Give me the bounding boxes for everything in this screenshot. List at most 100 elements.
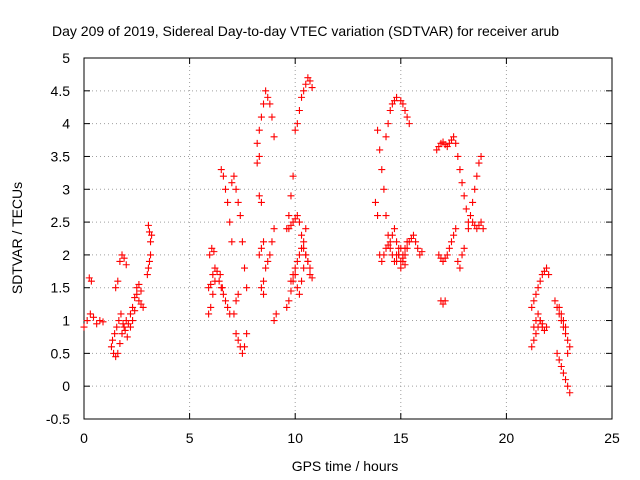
data-point xyxy=(264,257,272,265)
data-point xyxy=(224,198,232,206)
data-point xyxy=(528,343,536,351)
data-point xyxy=(306,264,314,272)
data-point xyxy=(414,244,422,252)
data-point xyxy=(298,244,306,252)
data-point xyxy=(386,238,394,246)
data-point xyxy=(300,87,308,95)
data-point xyxy=(114,349,122,357)
x-ticks: 0 5 10 15 20 25 xyxy=(80,58,620,446)
data-point xyxy=(532,290,540,298)
data-point xyxy=(403,244,411,252)
data-point xyxy=(99,318,107,326)
data-point xyxy=(268,238,276,246)
data-point xyxy=(302,225,310,233)
x-tick-label: 25 xyxy=(604,430,620,446)
data-point xyxy=(380,251,388,259)
data-point xyxy=(473,172,481,180)
data-point xyxy=(228,179,236,187)
data-point xyxy=(289,271,297,279)
data-point xyxy=(122,261,130,269)
data-point xyxy=(382,133,390,141)
data-point xyxy=(111,330,119,338)
data-point xyxy=(230,172,238,180)
data-point xyxy=(147,238,155,246)
data-point xyxy=(454,152,462,160)
data-point xyxy=(441,297,449,305)
data-point xyxy=(528,303,536,311)
data-point xyxy=(139,303,147,311)
data-point xyxy=(93,320,101,328)
data-point xyxy=(257,113,265,121)
data-point xyxy=(260,290,268,298)
data-point xyxy=(555,356,563,364)
data-point xyxy=(557,362,565,370)
data-point xyxy=(215,277,223,285)
data-point xyxy=(380,185,388,193)
data-point xyxy=(262,87,270,95)
data-point xyxy=(403,113,411,121)
data-point xyxy=(291,264,299,272)
data-point xyxy=(555,303,563,311)
x-tick-label: 20 xyxy=(499,430,515,446)
data-point xyxy=(118,330,126,338)
y-tick-label: 4 xyxy=(62,116,70,132)
data-point xyxy=(559,317,567,325)
data-point xyxy=(456,264,464,272)
data-point xyxy=(270,317,278,325)
data-point xyxy=(298,231,306,239)
data-point xyxy=(90,313,98,321)
data-point xyxy=(257,244,265,252)
data-point xyxy=(270,225,278,233)
data-point xyxy=(471,185,479,193)
y-tick-label: 5 xyxy=(62,50,70,66)
data-point xyxy=(144,264,152,272)
data-point xyxy=(384,231,392,239)
data-point xyxy=(300,238,308,246)
data-point xyxy=(378,257,386,265)
data-point xyxy=(543,264,551,272)
data-point xyxy=(302,251,310,259)
data-point xyxy=(234,198,242,206)
data-point xyxy=(530,297,538,305)
x-tick-label: 10 xyxy=(287,430,303,446)
data-point xyxy=(401,261,409,269)
data-point xyxy=(117,310,125,318)
data-point xyxy=(452,225,460,233)
data-point xyxy=(217,166,225,174)
data-point xyxy=(243,284,251,292)
data-point xyxy=(241,264,249,272)
data-point xyxy=(232,185,240,193)
data-point xyxy=(395,251,403,259)
data-point xyxy=(243,330,251,338)
data-point xyxy=(564,349,572,357)
data-point xyxy=(236,212,244,220)
data-point xyxy=(213,267,221,275)
data-point xyxy=(120,254,128,262)
data-point xyxy=(257,284,265,292)
data-point xyxy=(234,290,242,298)
data-point xyxy=(147,251,155,259)
y-tick-label: -0.5 xyxy=(46,411,70,427)
data-point xyxy=(126,323,134,331)
data-point xyxy=(393,257,401,265)
data-point xyxy=(114,277,122,285)
data-point xyxy=(399,254,407,262)
data-point xyxy=(462,205,470,213)
data-point xyxy=(260,277,268,285)
data-point xyxy=(206,251,214,259)
data-point xyxy=(123,333,131,341)
data-point xyxy=(144,221,152,229)
y-axis-title: SDTVAR / TECUs xyxy=(9,182,25,294)
data-point xyxy=(295,290,303,298)
data-point xyxy=(135,280,143,288)
data-point xyxy=(255,251,263,259)
data-point xyxy=(219,290,227,298)
data-point xyxy=(131,307,139,315)
data-point xyxy=(260,238,268,246)
data-point xyxy=(300,264,308,272)
data-point xyxy=(562,323,570,331)
data-point xyxy=(536,277,544,285)
y-tick-label: 2.5 xyxy=(51,214,71,230)
data-point xyxy=(306,77,314,85)
data-point xyxy=(210,248,218,256)
